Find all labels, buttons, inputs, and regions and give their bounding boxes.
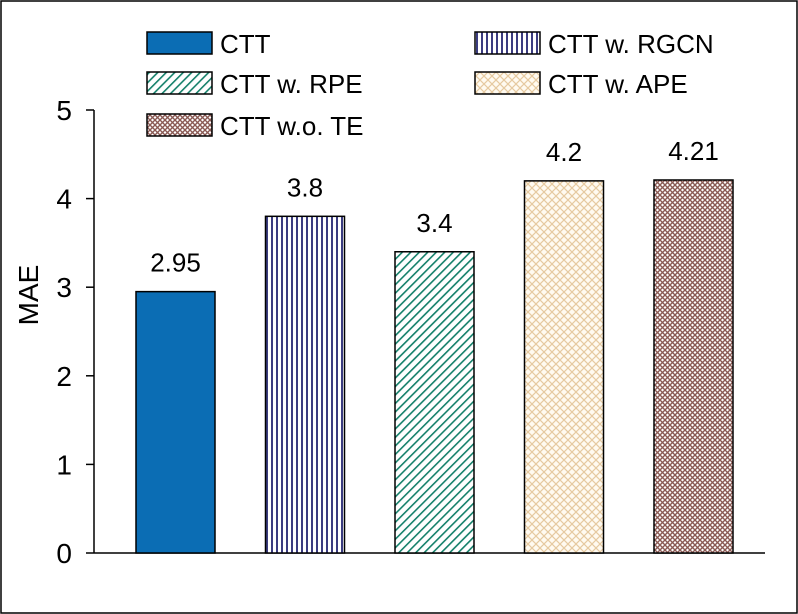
legend-label: CTT w. RGCN bbox=[548, 29, 714, 59]
y-ticks: 0 1 2 3 4 5 bbox=[56, 95, 94, 569]
y-tick-label: 0 bbox=[56, 538, 72, 569]
y-tick-label: 1 bbox=[56, 449, 72, 480]
bar bbox=[523, 180, 605, 554]
bars bbox=[135, 179, 734, 554]
legend-swatch bbox=[474, 31, 541, 55]
bar-value-label: 4.2 bbox=[546, 137, 582, 167]
y-tick-label: 2 bbox=[56, 361, 72, 392]
legend-swatch bbox=[146, 113, 213, 137]
y-axis-title: MAE bbox=[13, 265, 44, 326]
data-labels: 2.95 3.8 3.4 4.2 4.21 bbox=[150, 136, 719, 278]
bar bbox=[394, 251, 475, 554]
legend: CTT CTT w. RGCN CTT w. RPE CTT w. APE CTT w.… bbox=[146, 29, 714, 141]
y-tick-label: 3 bbox=[56, 272, 72, 303]
legend-swatch bbox=[474, 71, 541, 95]
legend-label: CTT bbox=[220, 29, 271, 59]
bar bbox=[264, 215, 346, 554]
legend-label: CTT w.o. TE bbox=[220, 111, 364, 141]
legend-swatch bbox=[146, 71, 213, 95]
bar-value-label: 3.8 bbox=[287, 172, 323, 202]
bar bbox=[653, 179, 734, 554]
bar bbox=[135, 290, 216, 554]
y-tick-label: 5 bbox=[56, 95, 72, 126]
bar-value-label: 4.21 bbox=[668, 136, 719, 166]
y-tick-label: 4 bbox=[56, 184, 72, 215]
bar-value-label: 2.95 bbox=[150, 248, 201, 278]
legend-label: CTT w. RPE bbox=[220, 69, 363, 99]
legend-swatch bbox=[146, 31, 213, 55]
bar-value-label: 3.4 bbox=[416, 208, 452, 238]
legend-label: CTT w. APE bbox=[548, 69, 688, 99]
